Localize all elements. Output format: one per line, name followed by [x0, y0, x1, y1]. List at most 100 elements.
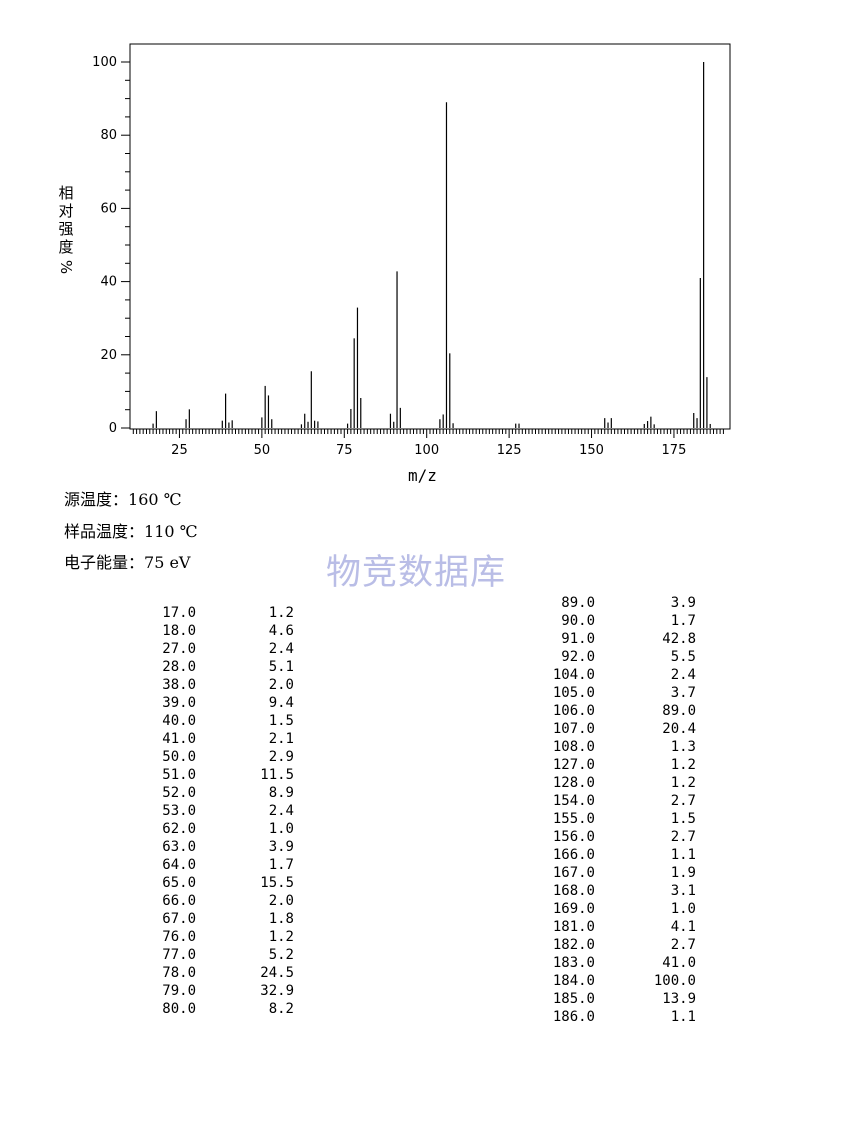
x-tick-label: 100	[414, 443, 439, 458]
peak-mz: 107.0	[552, 721, 595, 737]
peak-row: 128.0 1.2	[543, 774, 696, 792]
peak-intensity: 1.5	[268, 713, 294, 729]
y-tick-label: 20	[100, 348, 117, 363]
peak-mz: 41.0	[162, 731, 196, 747]
y-tick-label: 100	[92, 55, 117, 70]
y-axis-label-char: 强	[58, 220, 74, 238]
peak-table-left: 17.0 1.2 18.0 4.6 27.0 2.4 28.0 5.1 38.0 2.0 39.0 9…	[154, 604, 294, 1018]
peak-mz: 105.0	[552, 685, 595, 701]
peak-intensity: 13.9	[662, 991, 696, 1007]
peak-mz: 40.0	[162, 713, 196, 729]
peak-intensity: 15.5	[260, 875, 294, 891]
peak-mz: 79.0	[162, 983, 196, 999]
peak-intensity: 2.7	[670, 793, 696, 809]
peak-mz: 27.0	[162, 641, 196, 657]
peak-row: 183.0 41.0	[543, 954, 696, 972]
spectrum-bars	[152, 62, 711, 428]
x-tick-label: 150	[579, 443, 604, 458]
peak-row: 79.0 32.9	[154, 982, 294, 1000]
peak-mz: 77.0	[162, 947, 196, 963]
peak-mz: 186.0	[552, 1009, 595, 1025]
peak-row: 78.0 24.5	[154, 964, 294, 982]
peak-intensity: 1.7	[268, 857, 294, 873]
peak-intensity: 4.6	[268, 623, 294, 639]
y-axis-label-char: 度	[58, 238, 74, 256]
x-tick-label: 75	[336, 443, 353, 458]
peak-mz: 127.0	[552, 757, 595, 773]
peak-intensity: 1.2	[268, 929, 294, 945]
peak-mz: 167.0	[552, 865, 595, 881]
peak-mz: 181.0	[552, 919, 595, 935]
peak-row: 154.0 2.7	[543, 792, 696, 810]
peak-row: 127.0 1.2	[543, 756, 696, 774]
peak-mz: 155.0	[552, 811, 595, 827]
peak-intensity: 4.1	[670, 919, 696, 935]
peak-row: 156.0 2.7	[543, 828, 696, 846]
peak-mz: 78.0	[162, 965, 196, 981]
peak-mz: 52.0	[162, 785, 196, 801]
peak-intensity: 32.9	[260, 983, 294, 999]
peak-intensity: 11.5	[260, 767, 294, 783]
peak-intensity: 1.2	[268, 605, 294, 621]
peak-row: 107.0 20.4	[543, 720, 696, 738]
peak-mz: 65.0	[162, 875, 196, 891]
peak-mz: 28.0	[162, 659, 196, 675]
peak-row: 106.0 89.0	[543, 702, 696, 720]
y-axis-label-char: 相	[58, 184, 74, 202]
peak-intensity: 3.7	[670, 685, 696, 701]
peak-mz: 166.0	[552, 847, 595, 863]
peak-mz: 90.0	[561, 613, 595, 629]
peak-intensity: 100.0	[653, 973, 696, 989]
peak-intensity: 2.4	[268, 641, 294, 657]
peak-mz: 156.0	[552, 829, 595, 845]
y-axis-label-unit: %	[57, 259, 75, 275]
peak-row: 66.0 2.0	[154, 892, 294, 910]
peak-row: 169.0 1.0	[543, 900, 696, 918]
y-axis-label: 相 对 强 度 %	[56, 184, 76, 276]
peak-row: 166.0 1.1	[543, 846, 696, 864]
peak-row: 80.0 8.2	[154, 1000, 294, 1018]
peak-mz: 18.0	[162, 623, 196, 639]
y-axis-label-char: 对	[58, 202, 74, 220]
watermark: 物竞数据库	[326, 553, 507, 593]
peak-intensity: 1.5	[670, 811, 696, 827]
peak-row: 77.0 5.2	[154, 946, 294, 964]
condition-value: 160 ℃	[128, 490, 182, 509]
peak-row: 167.0 1.9	[543, 864, 696, 882]
condition-label: 样品温度：	[64, 522, 145, 541]
peak-mz: 63.0	[162, 839, 196, 855]
y-tick-label: 60	[100, 201, 117, 216]
peak-row: 18.0 4.6	[154, 622, 294, 640]
peak-row: 27.0 2.4	[154, 640, 294, 658]
peak-mz: 67.0	[162, 911, 196, 927]
peak-mz: 17.0	[162, 605, 196, 621]
peak-row: 155.0 1.5	[543, 810, 696, 828]
peak-table-right: 89.0 3.9 90.0 1.7 91.0 42.8 92.0 5.5 104.0 2.4 105…	[543, 594, 696, 1026]
peak-row: 53.0 2.4	[154, 802, 294, 820]
y-tick-label: 80	[100, 128, 117, 143]
peak-mz: 38.0	[162, 677, 196, 693]
peak-intensity: 3.9	[670, 595, 696, 611]
peak-row: 40.0 1.5	[154, 712, 294, 730]
peak-intensity: 3.9	[268, 839, 294, 855]
peak-row: 91.0 42.8	[543, 630, 696, 648]
peak-intensity: 2.1	[268, 731, 294, 747]
peak-mz: 182.0	[552, 937, 595, 953]
peak-row: 181.0 4.1	[543, 918, 696, 936]
peak-row: 104.0 2.4	[543, 666, 696, 684]
peak-intensity: 3.1	[670, 883, 696, 899]
peak-intensity: 1.1	[670, 847, 696, 863]
peak-mz: 184.0	[552, 973, 595, 989]
peak-intensity: 2.7	[670, 829, 696, 845]
peak-row: 108.0 1.3	[543, 738, 696, 756]
peak-intensity: 8.9	[268, 785, 294, 801]
peak-row: 52.0 8.9	[154, 784, 294, 802]
plot-frame	[129, 43, 731, 430]
peak-mz: 168.0	[552, 883, 595, 899]
peak-row: 76.0 1.2	[154, 928, 294, 946]
peak-intensity: 1.8	[268, 911, 294, 927]
peak-row: 51.0 11.5	[154, 766, 294, 784]
peak-row: 62.0 1.0	[154, 820, 294, 838]
peak-row: 89.0 3.9	[543, 594, 696, 612]
x-axis-label: m/z	[408, 466, 437, 485]
